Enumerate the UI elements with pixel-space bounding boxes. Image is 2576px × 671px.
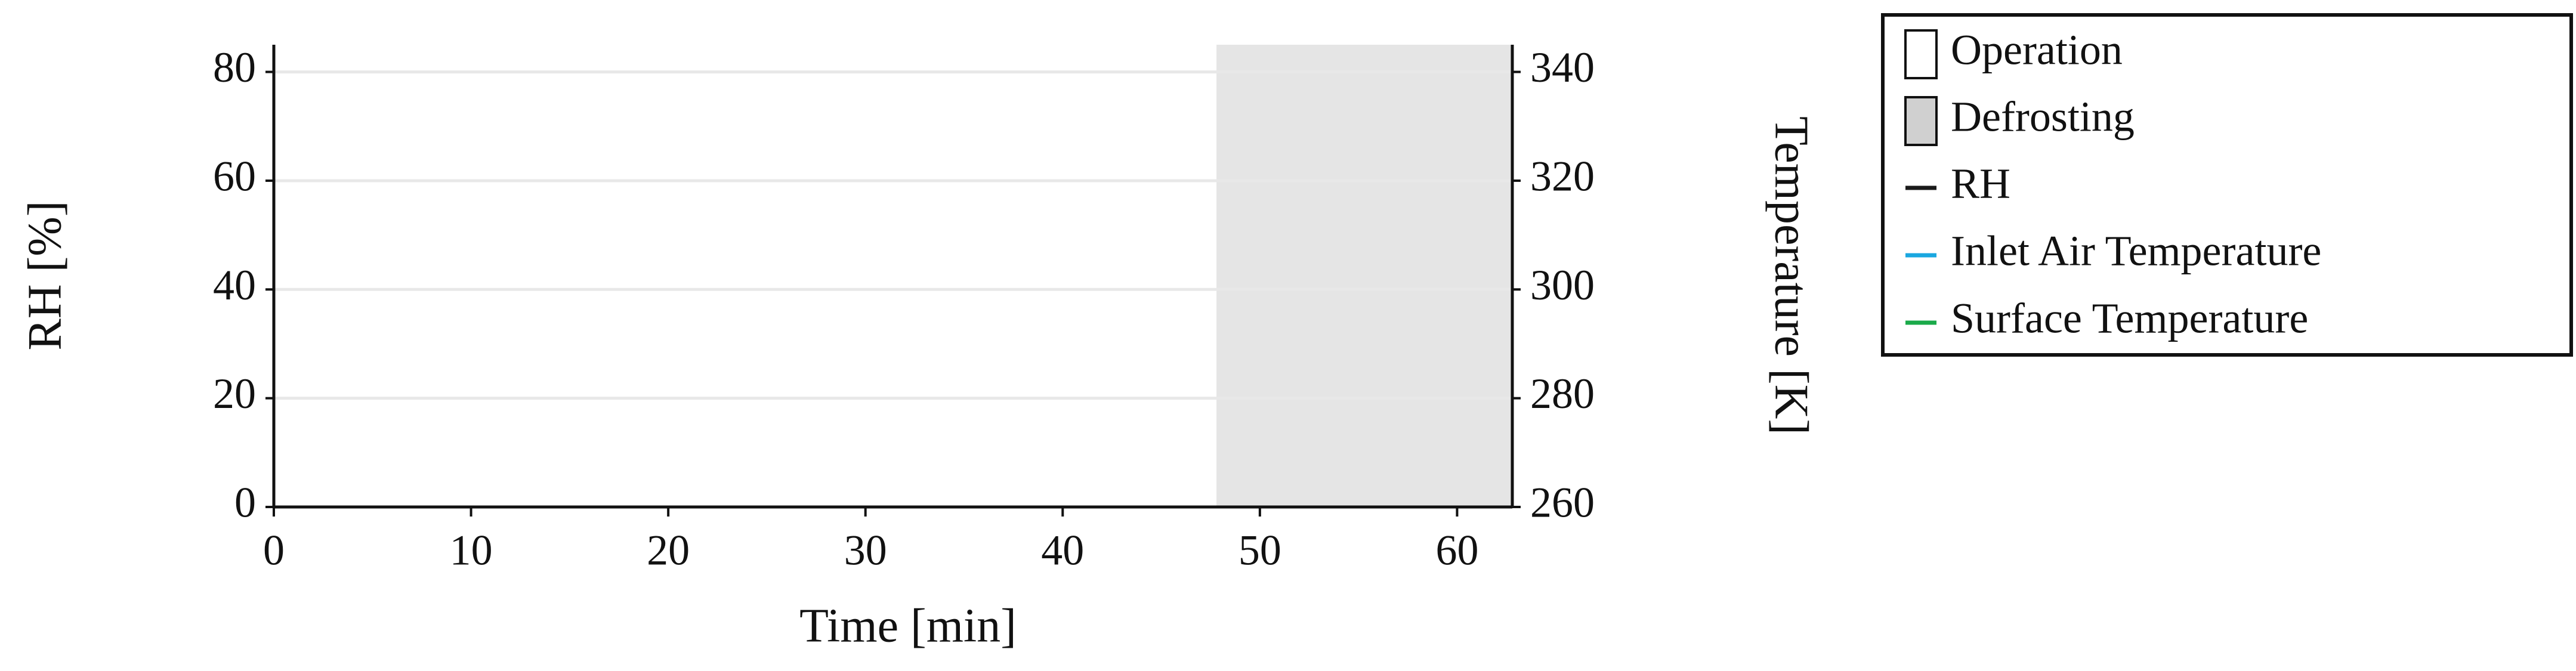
x-axis-label: Time [min] <box>799 599 1017 652</box>
region <box>1216 45 1512 507</box>
legend-frame <box>1881 13 2573 357</box>
legend-swatch <box>1904 96 1938 146</box>
x-tick-label: 50 <box>1238 527 1281 574</box>
y-tick-label: 60 <box>213 152 256 200</box>
y-axis-label: RH [%] <box>18 200 71 350</box>
y2-tick-label: 300 <box>1530 261 1595 309</box>
legend-label: Inlet Air Temperature <box>1951 227 2321 275</box>
x-tick-label: 20 <box>647 527 690 574</box>
legend-label: Defrosting <box>1951 93 2135 141</box>
region <box>274 45 1217 507</box>
y2-axis-label: Temperature [K] <box>1765 116 1818 435</box>
y-tick-label: 20 <box>213 370 256 418</box>
x-tick-label: 0 <box>263 527 285 574</box>
y-tick-label: 0 <box>234 479 256 527</box>
legend-swatch <box>1904 29 1938 79</box>
x-tick-label: 30 <box>844 527 887 574</box>
y2-tick-label: 320 <box>1530 152 1595 200</box>
legend-label: Surface Temperature <box>1951 295 2308 342</box>
x-tick-label: 10 <box>450 527 493 574</box>
legend-label: Operation <box>1951 26 2123 74</box>
legend-label: RH <box>1951 160 2010 208</box>
y-tick-label: 40 <box>213 261 256 309</box>
x-tick-label: 40 <box>1041 527 1084 574</box>
y2-tick-label: 280 <box>1530 370 1595 418</box>
x-tick-label: 60 <box>1435 527 1478 574</box>
y2-tick-label: 260 <box>1530 479 1595 527</box>
y2-tick-label: 340 <box>1530 44 1595 91</box>
y-tick-label: 80 <box>213 44 256 91</box>
